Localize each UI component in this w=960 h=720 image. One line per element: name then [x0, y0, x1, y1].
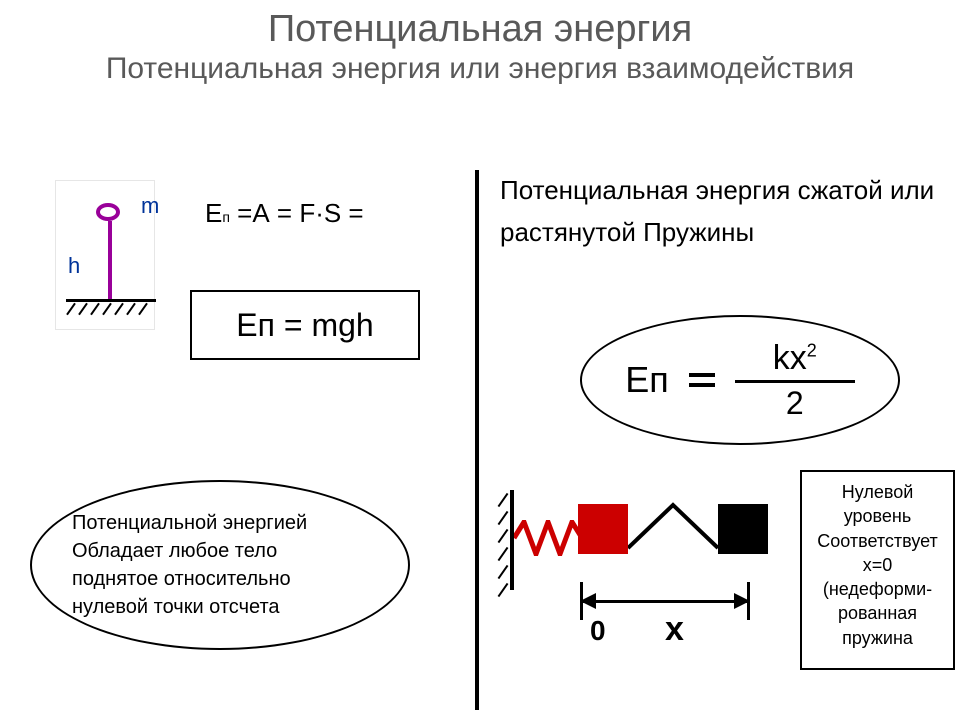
extended-block-icon: [718, 504, 768, 554]
equation-work: Еп =А = F·S =: [205, 198, 364, 229]
spring-formula: Еп kх2 2: [625, 339, 855, 422]
hatch-mark: [66, 303, 76, 316]
fraction-denominator: 2: [786, 385, 804, 422]
spring-diagram: [510, 490, 790, 660]
definition-ellipse: Потенциальной энергией Обладает любое те…: [30, 480, 410, 650]
mass-label: m: [141, 193, 159, 219]
page-subtitle: Потенциальная энергия или энергия взаимо…: [0, 51, 960, 87]
page-title: Потенциальная энергия: [0, 0, 960, 51]
height-label: h: [68, 253, 80, 279]
column-divider: [475, 170, 479, 710]
hatch-mark: [102, 303, 112, 316]
x-label: х: [665, 610, 684, 649]
hatch-mark: [498, 565, 509, 579]
stick-icon: [108, 221, 112, 299]
hatch-mark: [138, 303, 148, 316]
fraction-bar: [735, 380, 855, 383]
spring-icon: [514, 520, 584, 556]
mgh-formula-box: Еп = mgh: [190, 290, 420, 360]
hatch-mark: [90, 303, 100, 316]
spring-formula-ellipse: Еп kх2 2: [580, 315, 900, 445]
dim-tick: [747, 582, 750, 620]
arrow-left-icon: [580, 593, 596, 609]
hatch-mark: [498, 547, 509, 561]
numerator-exponent: 2: [807, 340, 817, 360]
hatch-mark: [498, 493, 509, 507]
hatch-mark: [78, 303, 88, 316]
compressed-block-icon: [578, 504, 628, 554]
ball-icon: [96, 203, 120, 221]
formula-lhs: Еп: [625, 359, 669, 401]
hatch-mark: [114, 303, 124, 316]
lift-diagram: m h: [55, 180, 155, 330]
definition-text: Потенциальной энергией Обладает любое те…: [72, 509, 368, 621]
extension-line-icon: [628, 500, 723, 555]
eq-rest: =А = F·S =: [230, 198, 364, 228]
mgh-formula: Еп = mgh: [236, 307, 373, 344]
hatch-mark: [498, 511, 509, 525]
hatch-mark: [498, 583, 509, 597]
eq-prefix: Е: [205, 198, 222, 228]
hatch-mark: [498, 529, 509, 543]
zero-label: 0: [590, 615, 606, 647]
numerator-base: kх: [773, 339, 807, 377]
fraction: kх2 2: [735, 339, 855, 422]
hatch-mark: [126, 303, 136, 316]
dim-bar: [580, 600, 750, 603]
zero-level-note: Нулевой уровень Соответствует х=0 (недеф…: [800, 470, 955, 670]
eq-subscript: п: [222, 209, 230, 225]
equals-icon: [689, 373, 715, 387]
spring-energy-text: Потенциальная энергия сжатой или растяну…: [500, 170, 950, 253]
note-text: Нулевой уровень Соответствует х=0 (недеф…: [817, 482, 938, 648]
fraction-numerator: kх2: [773, 339, 817, 378]
ground-line: [66, 299, 156, 302]
